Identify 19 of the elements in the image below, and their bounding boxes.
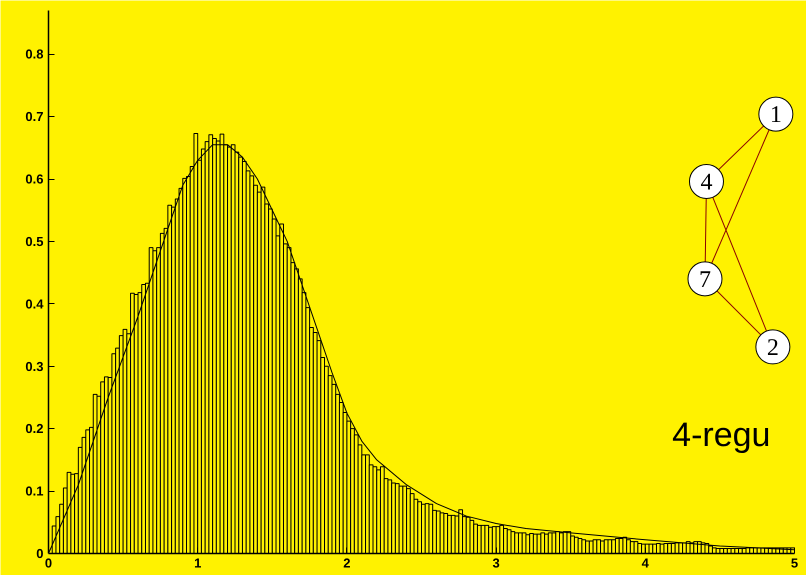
x-tick-label: 1 xyxy=(194,556,202,570)
x-tick-label: 2 xyxy=(343,556,351,570)
annotation: 1 xyxy=(770,102,782,128)
y-tick-label: 0.6 xyxy=(25,172,44,187)
y-tick-label: 0.4 xyxy=(25,296,44,312)
annotation: 7 xyxy=(698,266,711,293)
annotation: 4-regu xyxy=(672,416,770,454)
x-tick-label: 4 xyxy=(642,556,650,570)
y-tick-label: 0.3 xyxy=(25,358,44,374)
annotation: 4 xyxy=(700,170,712,196)
y-tick-label: 0.2 xyxy=(25,421,44,436)
y-tick-label: 0.8 xyxy=(25,46,44,62)
x-tick-label: 5 xyxy=(790,556,798,570)
y-tick-label: 0.7 xyxy=(25,109,44,124)
y-tick-label: 0.1 xyxy=(25,484,44,499)
x-tick-label: 3 xyxy=(492,556,500,570)
annotation: 2 xyxy=(766,334,779,361)
y-tick-label: 0.5 xyxy=(25,234,44,249)
y-tick-label: 0 xyxy=(36,546,44,561)
